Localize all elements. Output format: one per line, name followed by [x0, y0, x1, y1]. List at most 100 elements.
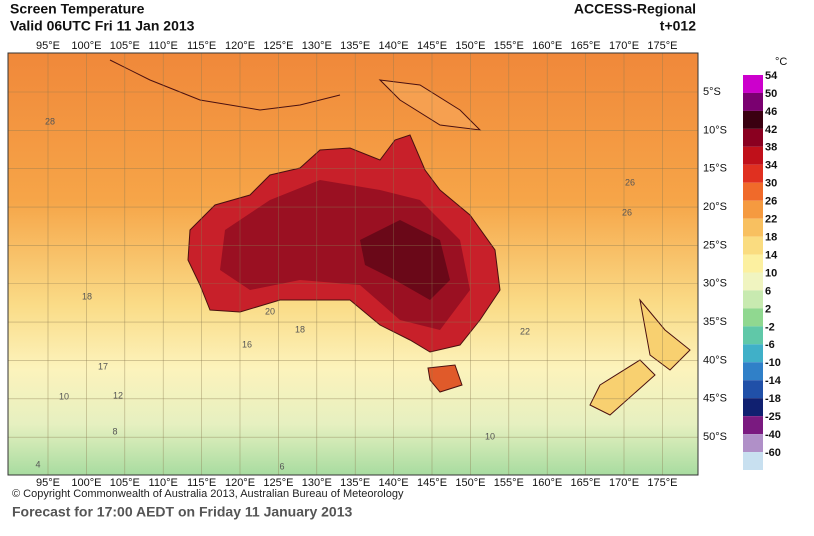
legend-label: 18 — [765, 231, 777, 243]
copyright: © Copyright Commonwealth of Australia 20… — [12, 488, 404, 500]
legend-swatch — [743, 164, 763, 183]
legend-label: 10 — [765, 267, 777, 279]
lat-label: 40°S — [703, 354, 727, 366]
caption: Forecast for 17:00 AEDT on Friday 11 Jan… — [12, 504, 353, 520]
lon-label: 140°E — [379, 477, 409, 489]
indonesia — [109, 59, 341, 111]
lon-label: 115°E — [187, 477, 216, 489]
lon-label: 135°E — [340, 40, 370, 52]
lon-label: 130°E — [302, 40, 332, 52]
legend-swatch — [743, 128, 763, 147]
lon-label: 110°E — [149, 477, 178, 489]
legend-swatch — [743, 308, 763, 327]
legend-label: 14 — [765, 249, 778, 261]
lon-label: 130°E — [302, 477, 332, 489]
lon-label: 155°E — [494, 477, 524, 489]
contour-label: 6 — [279, 461, 284, 471]
lon-label: 170°E — [609, 477, 639, 489]
model: ACCESS-Regional — [574, 1, 696, 17]
map-frame — [7, 52, 699, 476]
contour-label: 8 — [112, 426, 117, 436]
legend-swatch — [743, 344, 763, 363]
contour-label: 4 — [35, 459, 40, 469]
lon-label: 170°E — [609, 40, 639, 52]
lon-label: 160°E — [532, 40, 562, 52]
legend-label: 54 — [765, 70, 778, 82]
legend-swatch — [743, 290, 763, 309]
contour-label: 26 — [625, 177, 635, 187]
lon-label: 100°E — [71, 40, 101, 52]
legend-swatch — [743, 254, 763, 273]
legend-label: -14 — [765, 375, 782, 387]
lon-label: 125°E — [263, 40, 293, 52]
lon-label: 160°E — [532, 477, 562, 489]
lon-label: 105°E — [110, 40, 140, 52]
lon-label: 175°E — [647, 477, 677, 489]
contour-label: 20 — [265, 306, 275, 316]
lon-label: 95°E — [36, 477, 60, 489]
legend-label: -25 — [765, 411, 781, 423]
lon-label: 110°E — [149, 40, 178, 52]
lon-label: 155°E — [494, 40, 524, 52]
contour-label: 22 — [520, 326, 530, 336]
valid-time: Valid 06UTC Fri 11 Jan 2013 — [10, 18, 195, 34]
legend-swatch — [743, 236, 763, 255]
lead-time: t+012 — [660, 18, 696, 34]
legend-swatch — [743, 434, 763, 453]
lat-label: 25°S — [703, 239, 727, 251]
lat-label: 10°S — [703, 124, 727, 136]
heat-max — [360, 220, 450, 300]
heat-core — [220, 180, 470, 330]
legend-label: 46 — [765, 106, 777, 118]
contour-label: 16 — [242, 339, 252, 349]
legend-label: 22 — [765, 214, 777, 226]
contour-label: 26 — [622, 207, 632, 217]
legend-swatch — [743, 416, 763, 435]
legend-swatch — [743, 75, 763, 93]
lat-label: 45°S — [703, 393, 727, 405]
legend-swatch — [743, 380, 763, 399]
legend-swatch — [743, 182, 763, 201]
contour-label: 10 — [59, 391, 69, 401]
legend-swatch — [743, 110, 763, 129]
lat-label: 20°S — [703, 201, 727, 213]
legend-swatch — [743, 398, 763, 417]
legend-swatch — [743, 272, 763, 291]
legend-swatch — [743, 200, 763, 219]
legend-label: -60 — [765, 447, 781, 459]
legend-label: 50 — [765, 88, 777, 100]
legend-label: 38 — [765, 142, 777, 154]
legend-swatch — [743, 92, 763, 111]
legend-unit: °C — [775, 56, 787, 68]
new-zealand — [589, 298, 691, 416]
lon-label: 150°E — [455, 40, 485, 52]
legend-label: 6 — [765, 285, 771, 297]
lon-label: 175°E — [647, 40, 677, 52]
lat-label: 35°S — [703, 316, 727, 328]
legend-swatch — [743, 362, 763, 381]
legend-swatch — [743, 218, 763, 237]
lon-label: 145°E — [417, 477, 447, 489]
tasmania — [427, 364, 463, 393]
contour-label: 10 — [485, 431, 495, 441]
lon-label: 135°E — [340, 477, 370, 489]
lon-label: 125°E — [263, 477, 293, 489]
lon-label: 145°E — [417, 40, 447, 52]
lon-label: 115°E — [187, 40, 216, 52]
legend-label: 34 — [765, 160, 778, 172]
lon-label: 105°E — [110, 477, 140, 489]
legend-label: 42 — [765, 124, 777, 136]
legend-swatch — [743, 146, 763, 165]
contour-label: 28 — [45, 116, 55, 126]
lon-label: 165°E — [571, 477, 601, 489]
lat-label: 50°S — [703, 431, 727, 443]
legend-label: -40 — [765, 429, 781, 441]
lon-label: 150°E — [455, 477, 485, 489]
legend-label: 30 — [765, 178, 777, 190]
map: 28 26 26 18 20 16 17 22 18 12 10 10 8 6 4 — [8, 53, 698, 475]
title: Screen Temperature — [10, 1, 145, 17]
lon-label: 100°E — [71, 477, 101, 489]
lat-label: 30°S — [703, 278, 727, 290]
legend-label: -2 — [765, 321, 775, 333]
